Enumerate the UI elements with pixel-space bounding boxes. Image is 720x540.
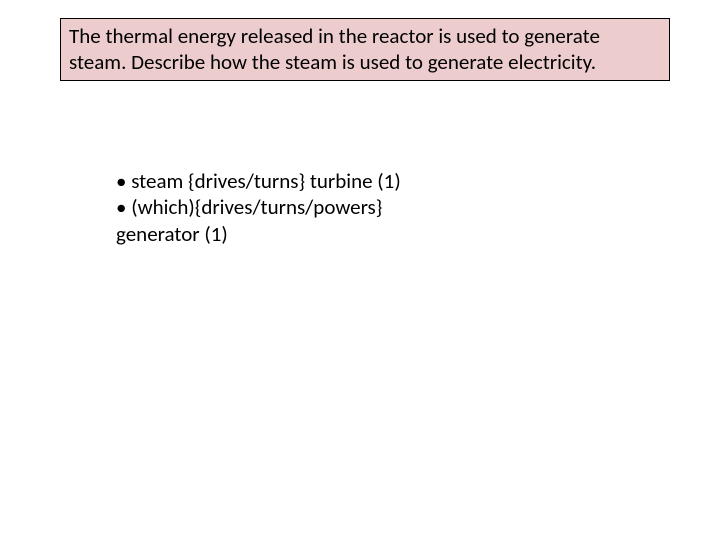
question-line-2: steam. Describe how the steam is used to… [69, 49, 661, 75]
answer-line-3: generator (1) [116, 221, 536, 247]
answer-block: • steam {drives/turns} turbine (1) • (wh… [116, 168, 536, 247]
answer-line-1: • steam {drives/turns} turbine (1) [116, 168, 536, 194]
answer-line-2: • (which){drives/turns/powers} [116, 194, 536, 220]
question-line-1: The thermal energy released in the react… [69, 23, 661, 49]
question-box: The thermal energy released in the react… [60, 18, 670, 81]
